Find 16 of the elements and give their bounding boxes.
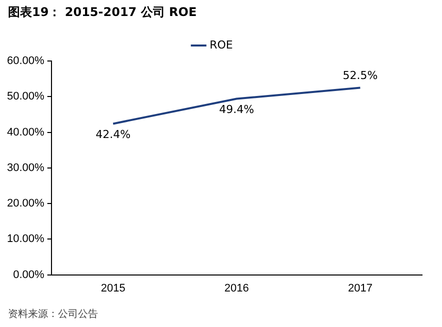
chart-title: 图表19： 2015-2017 公司 ROE	[8, 4, 197, 21]
y-tick-label: 20.00%	[6, 198, 45, 210]
data-label: 52.5%	[342, 69, 378, 82]
y-tick-label: 10.00%	[6, 233, 45, 246]
y-tick-label: 0.00%	[13, 268, 45, 281]
x-tick-label: 2017	[348, 282, 372, 294]
legend-label: ROE	[210, 38, 233, 52]
y-tick-label: 30.00%	[6, 162, 45, 174]
y-tick-label: 40.00%	[6, 126, 45, 138]
data-label: 42.4%	[96, 128, 131, 142]
y-tick-label: 60.00%	[6, 55, 45, 68]
data-label: 49.4%	[219, 103, 254, 116]
text: 资料来源：公司公告	[8, 308, 98, 321]
x-tick-label: 2015	[100, 282, 126, 294]
x-tick-label: 2016	[224, 282, 249, 294]
y-tick-label: 50.00%	[6, 90, 45, 103]
